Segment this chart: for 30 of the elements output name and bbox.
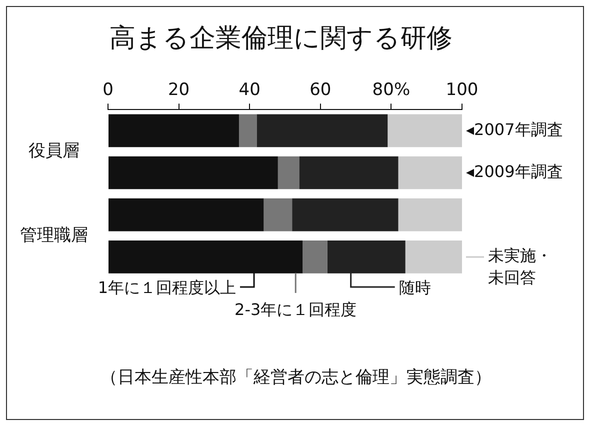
legend-label: 未実施・未回答 [488,246,552,288]
text: ◂2007年調査 [466,120,563,139]
bar [302,240,328,274]
x-tick-label: 60 [310,80,332,100]
bar [108,156,278,190]
text: （日本生産性本部「経営者の志と倫理」実態調査） [100,367,492,388]
bar [108,198,264,232]
bar [299,156,398,190]
x-tick-label: 20 [168,80,190,100]
bar [292,198,398,232]
bar [238,114,257,148]
y-tick-label: 役員層 [28,141,80,162]
y-tick-label: 管理職層 [20,225,88,246]
text: ◂2009年調査 [466,162,563,181]
series-label: 1年に１回程度以上 [98,278,236,298]
text: 2-3年に１回程度 [234,300,357,320]
legend-label: 随時 [398,278,431,298]
x-tick-label: 40 [238,80,260,100]
bar [256,114,388,148]
bar [388,114,462,148]
bar [108,114,239,148]
bar [264,198,292,232]
bar [398,156,462,190]
chart-title: 高まる企業倫理に関する研修 [110,23,452,54]
bar [278,156,300,190]
bar [405,240,462,274]
x-tick-label: 100 [446,80,478,100]
x-tick-label: 80% [372,80,410,100]
bar [398,198,462,232]
x-tick-label: 0 [102,80,114,100]
